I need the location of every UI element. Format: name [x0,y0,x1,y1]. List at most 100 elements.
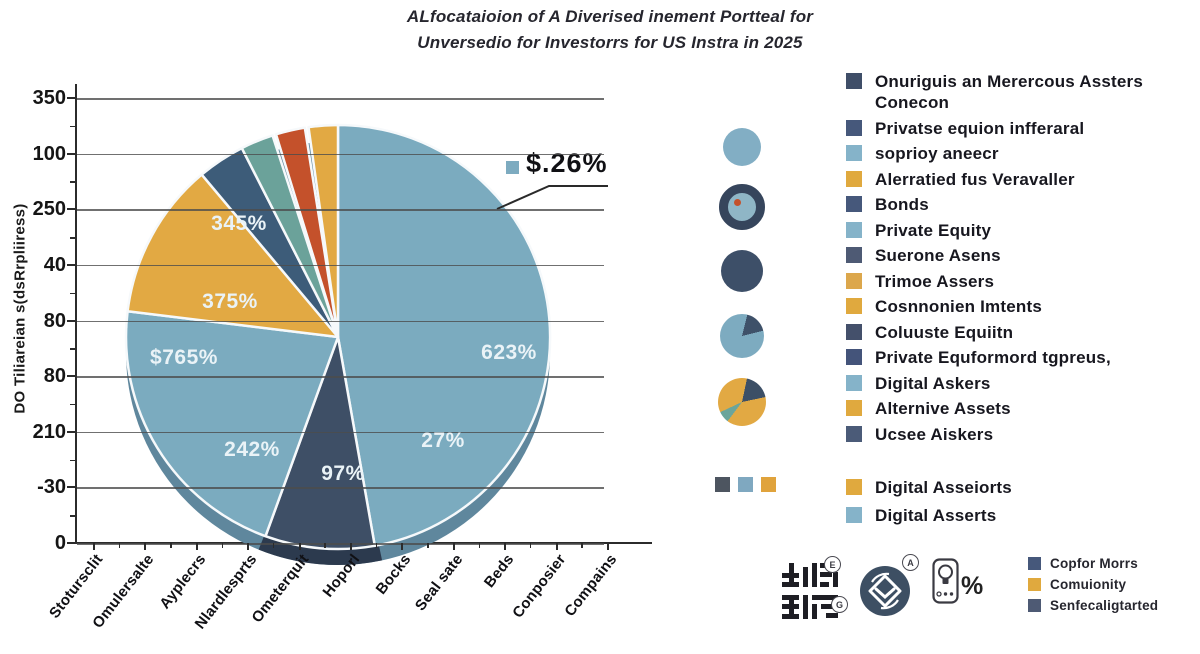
x-tick [298,543,301,550]
legend-swatch [846,479,862,495]
callout-value: $.26% [526,148,608,178]
y-tick [67,486,76,489]
x-tick [144,543,147,550]
mini-swatch [715,477,730,492]
legend-item-label: Private Equity [875,220,992,240]
percent-sign: % [961,572,984,600]
x-tick [93,543,95,550]
legend-swatch [846,119,862,136]
legend-swatch [846,507,862,523]
y-tick [67,97,76,99]
y-axis-line [75,84,77,544]
legend-item-label: Digital Askers [875,373,991,393]
gridline [77,431,604,434]
lightbulb-card-icon [932,558,959,609]
legend-swatch [846,73,862,89]
y-tick-label: 100 [32,142,66,165]
x-tick [195,543,198,550]
chart-title-line1: ALfocataioion of A Diverised inement Por… [406,7,814,26]
legend-footer: Digital Asseiorts Digital Asserts [846,477,1196,533]
chart-title-line2: Unversedio for Investorrs for US Instra … [417,33,803,53]
legend-swatch [846,400,862,416]
x-minor-tick [427,543,429,548]
legend-item-label: Digital Asserts [875,506,997,525]
circled-letter-a-badge: A [902,554,919,571]
legend-item: Digital Askers [846,373,1196,394]
chart-title: ALfocataioion of A Diverised inement Por… [300,4,920,57]
gridline [77,153,604,156]
two-tone-pie-icon [720,314,764,358]
y-minor-tick [70,292,76,295]
pie-chart [124,123,608,566]
legend-item: Bonds [846,194,1196,215]
y-tick [67,319,76,322]
donut-dot-icon [734,199,741,206]
legend-swatch [846,170,862,187]
legend-swatch [1028,599,1041,612]
legend-item-label: Alerratied fus Veravaller [875,169,1075,189]
legend-item-label-line2: Conecon [875,93,950,112]
pie-slice-navy-242 [264,335,377,551]
x-tick [452,543,455,550]
y-tick [67,263,76,266]
pie-slice-orange-small [274,126,340,339]
pie-slice-gold-345 [126,173,340,339]
mini-legend: Copfor Morrs Comuionity Senfecaligtarted [1028,556,1158,619]
mini-swatch [738,477,753,492]
y-tick [67,542,76,544]
callout-marker-square [506,161,519,174]
y-tick-label: 350 [32,87,66,109]
donut-ring-icon [719,184,765,230]
y-minor-tick [70,459,76,462]
x-minor-tick [529,543,532,548]
legend-item: Private Equformord tgpreus, [846,347,1196,368]
legend-swatch [846,425,862,442]
legend: Onuriguis an Merercous Assters Conecon Pri… [846,71,1196,449]
y-tick-label: 250 [32,198,66,221]
y-minor-tick [70,348,76,350]
legend-item: Senfecaligtarted [1028,598,1158,613]
legend-item-label: Comuionity [1050,577,1127,592]
legend-swatch [846,298,862,314]
y-tick-label: 0 [54,532,66,554]
gridline [77,98,604,100]
pie-slice-label: $765% [150,346,218,369]
diamond-logo-icon [859,565,911,622]
x-tick [607,543,609,550]
y-tick [67,208,76,211]
x-minor-tick [324,543,326,548]
x-tick [401,543,404,550]
legend-item: Onuriguis an Merercous Assters Conecon [846,71,1196,113]
y-tick-label: 40 [43,253,66,276]
legend-item: Cosnnonien Imtents [846,296,1196,317]
y-tick [67,430,76,433]
gridline [77,209,604,211]
legend-item: Privatse equion infferaral [846,118,1196,139]
legend-item: Trimoe Assers [846,271,1196,292]
pie-slice-label: 345% [211,212,267,235]
legend-item-label: Private Equformord tgpreus, [875,348,1111,367]
x-minor-tick [221,543,223,548]
x-minor-tick [170,543,172,548]
solid-light-circle-icon [723,128,761,166]
legend-item-label: Senfecaligtarted [1050,598,1159,613]
legend-item: Coluuste Equiitn [846,322,1196,343]
legend-swatch [846,247,862,263]
legend-item: Copfor Morrs [1028,556,1158,571]
legend-swatch [846,221,862,238]
x-minor-tick [118,543,121,548]
three-tone-pie-icon [718,378,766,426]
legend-item: Private Equity [846,220,1196,241]
x-tick [504,543,507,550]
legend-item: Ucsee Aiskers [846,424,1196,445]
y-minor-tick [70,181,76,183]
legend-item-label: Alternive Assets [875,399,1011,418]
legend-item-label: soprioy aneecr [875,144,999,163]
legend-item-label: Cosnnonien Imtents [875,297,1042,316]
legend-item: Suerone Asens [846,245,1196,266]
y-tick-label: 210 [32,420,66,443]
pie-slice-main-light-blue [336,123,552,548]
circled-letter-e-badge: E [824,556,841,573]
mini-swatch-row [715,477,776,492]
